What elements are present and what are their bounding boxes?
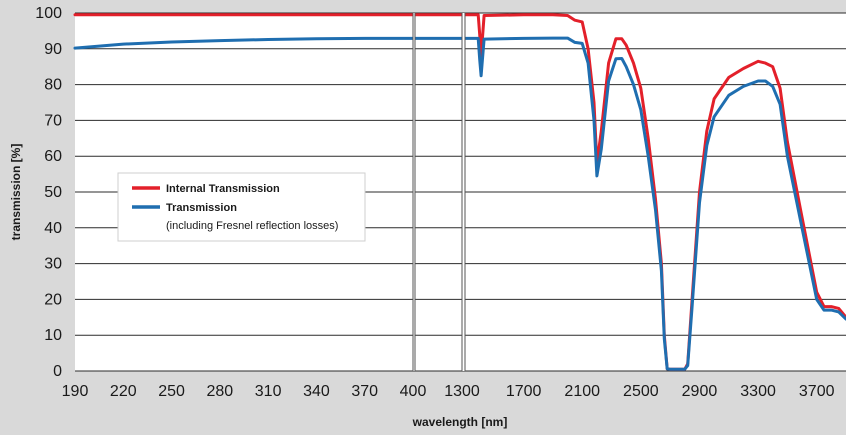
x-tick-label: 1300 [444,383,480,400]
x-tick-label: 340 [303,383,330,400]
y-tick-label: 30 [44,256,62,273]
y-tick-label: 20 [44,291,62,308]
grid-lines [75,12,846,372]
legend-note: (including Fresnel reflection losses) [166,220,338,232]
x-tick-label: 280 [207,383,234,400]
x-tick-label: 2500 [623,383,659,400]
legend-label-internal-transmission: Internal Transmission [166,183,280,195]
axis-break-gap [413,13,415,371]
y-tick-label: 80 [44,77,62,94]
y-tick-label: 10 [44,327,62,344]
x-tick-label: 310 [255,383,282,400]
legend: Internal Transmission Transmission (incl… [117,172,366,242]
y-tick-label: 70 [44,112,62,129]
x-tick-label: 190 [62,383,89,400]
y-tick-labels: 0 10 20 30 40 50 60 70 80 90 100 [35,5,62,380]
x-axis-title: wavelength [nm] [412,415,508,429]
x-tick-label: 220 [110,383,137,400]
x-tick-label: 1700 [506,383,542,400]
x-tick-label: 2900 [682,383,718,400]
y-tick-label: 50 [44,184,62,201]
x-tick-label: 400 [400,383,427,400]
x-tick-label: 250 [158,383,185,400]
y-tick-label: 100 [35,5,62,22]
x-tick-label: 2100 [564,383,600,400]
y-axis-title: transmission [%] [9,144,23,241]
y-tick-label: 0 [53,363,62,380]
x-tick-label: 3700 [799,383,835,400]
series-line-internal-transmission [73,13,846,371]
y-tick-label: 90 [44,41,62,58]
axis-break-gap [462,13,465,371]
x-tick-label: 370 [351,383,378,400]
axis-breaks [412,13,466,371]
x-tick-labels: 190 220 250 280 310 340 370 400 1300 1700 2100 2500… [62,383,835,400]
x-tick-label: 3300 [740,383,776,400]
legend-label-transmission: Transmission [166,202,237,214]
y-tick-label: 60 [44,148,62,165]
y-tick-label: 40 [44,220,62,237]
